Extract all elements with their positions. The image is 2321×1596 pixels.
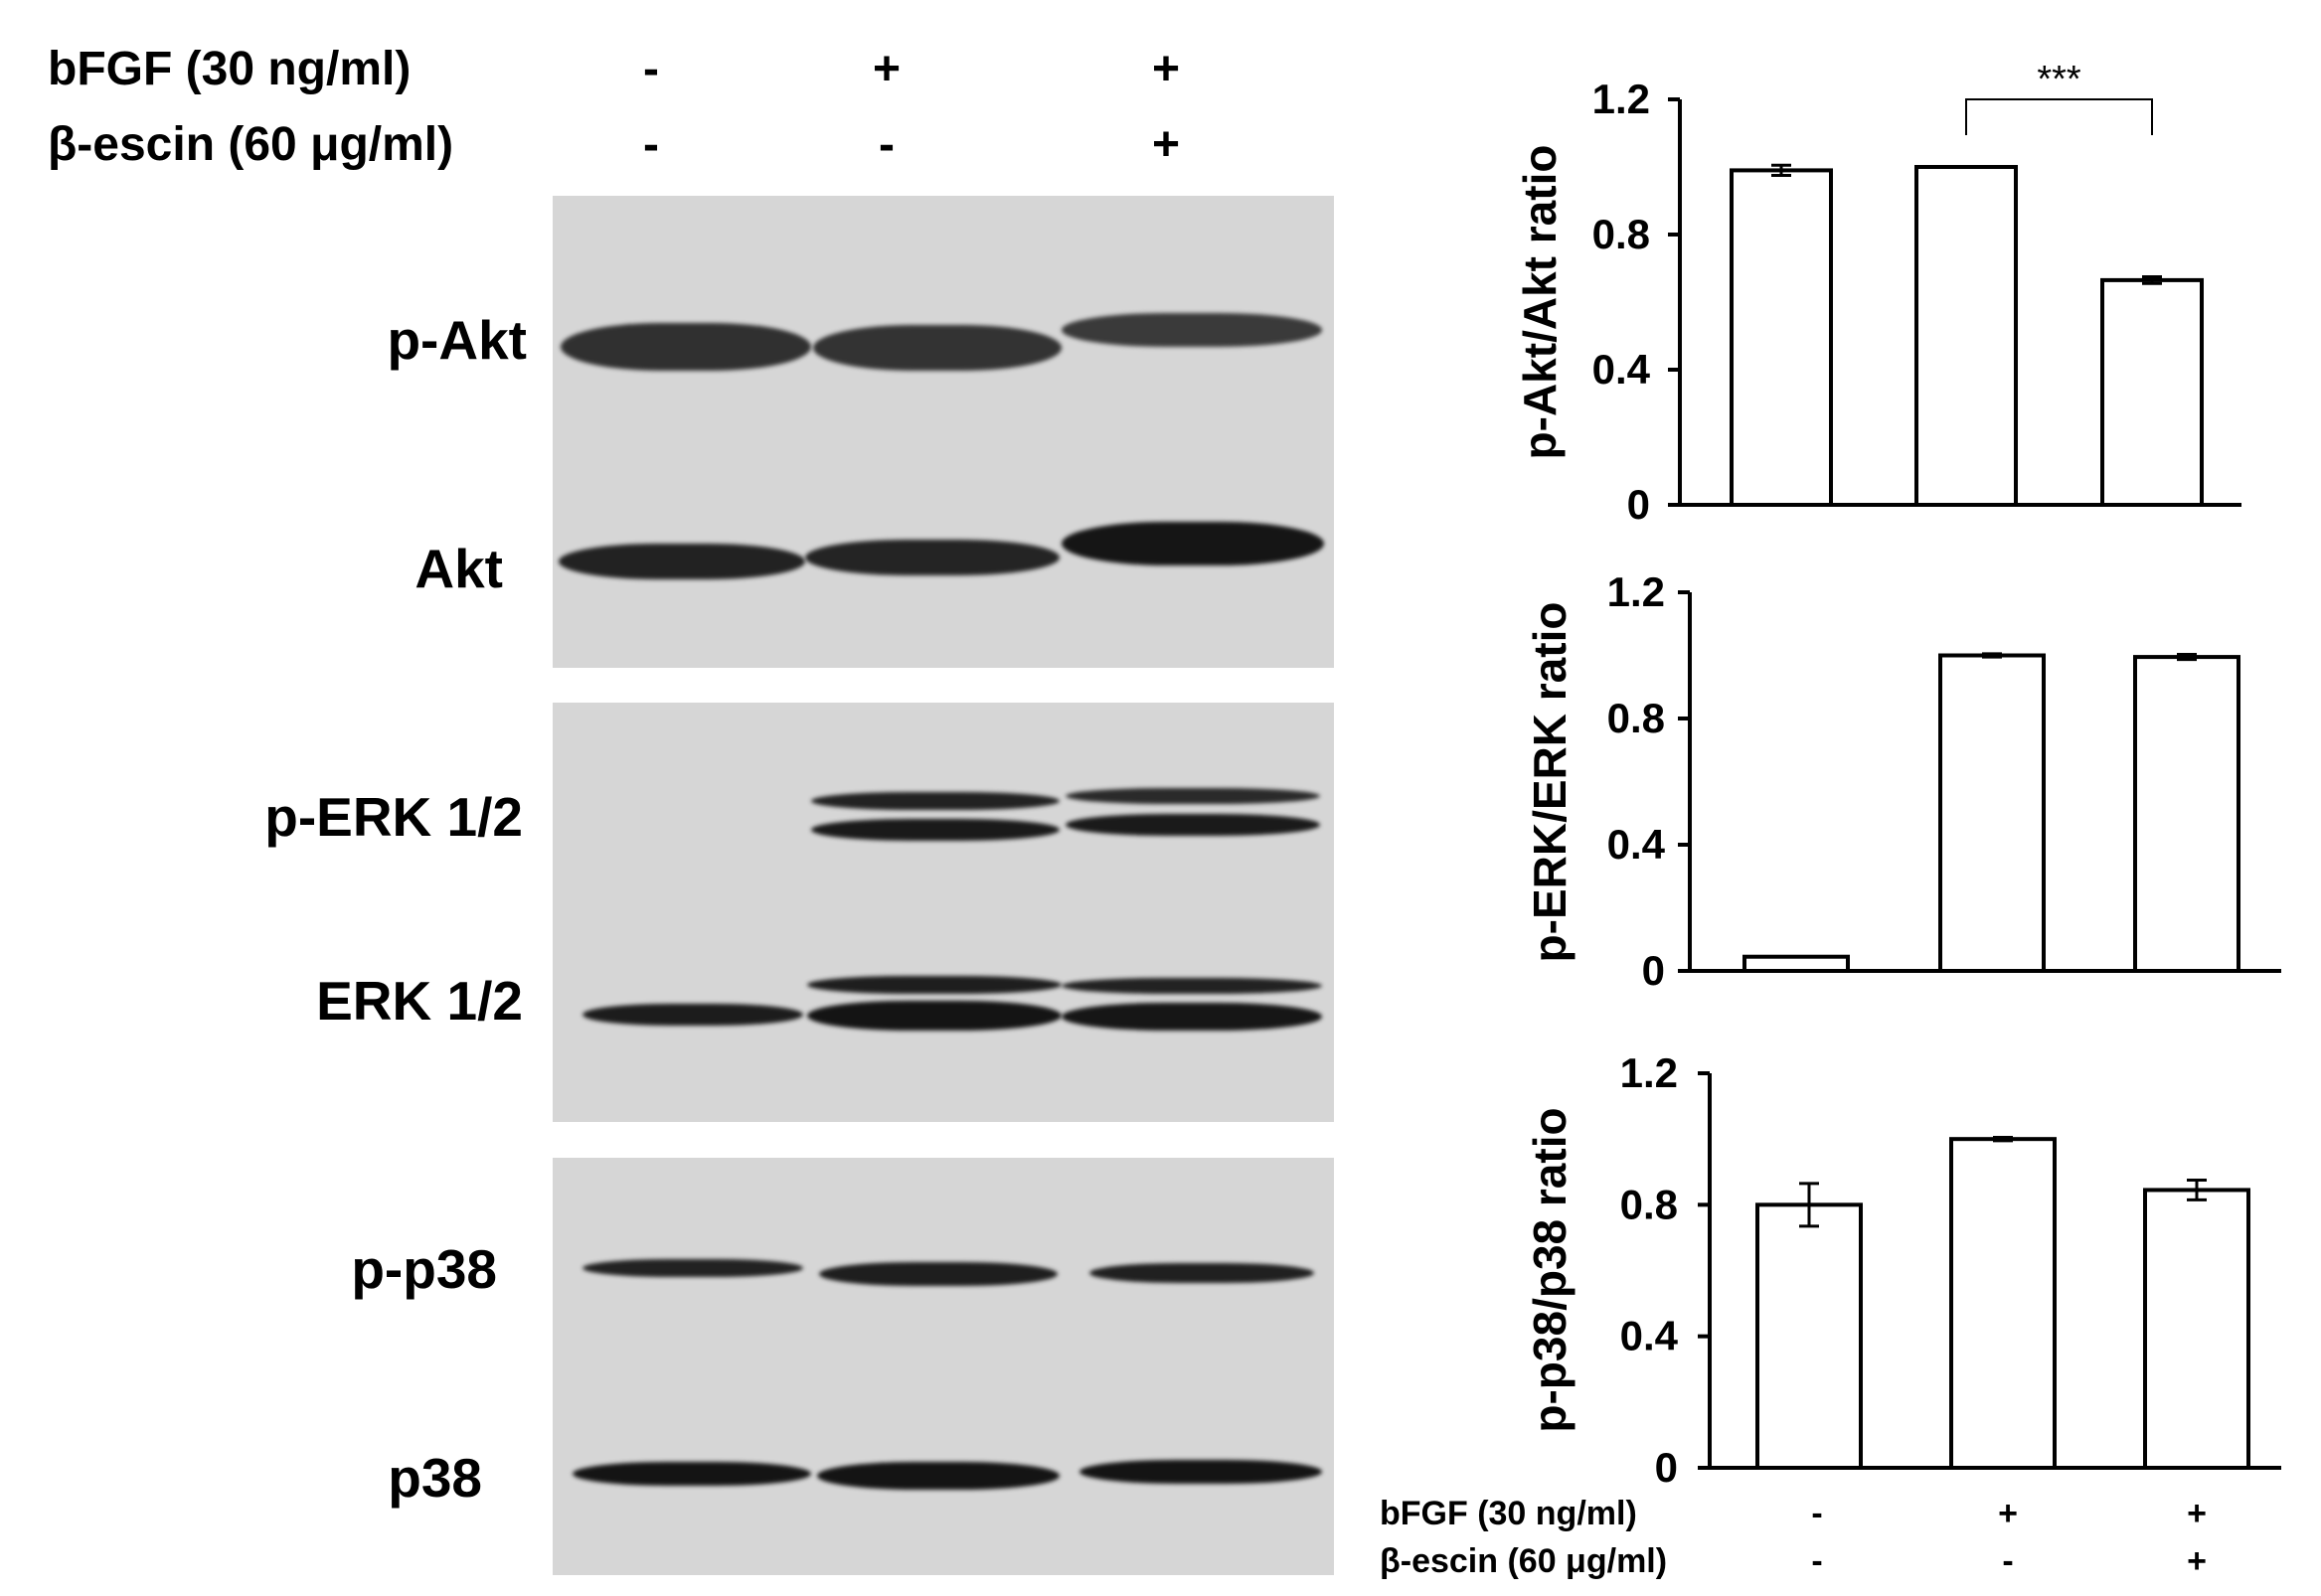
band-p38-lane2	[817, 1462, 1060, 1490]
band-p-p38-lane2	[819, 1262, 1058, 1286]
y-tick-label: 0.8	[1607, 695, 1665, 741]
significance-stars: ***	[2037, 59, 2081, 100]
y-tick-label: 0	[1642, 947, 1665, 994]
blot-label-p-akt: p-Akt	[387, 309, 527, 371]
footer-escin-sign-3: +	[2187, 1542, 2207, 1580]
band-p-erk-upper-lane3	[1066, 788, 1320, 804]
significance-bracket	[1965, 98, 2153, 135]
bar-1	[1755, 1202, 1863, 1471]
bfgf-header-label: bFGF (30 ng/ml)	[48, 43, 412, 95]
band-erk-lower-lane3	[1062, 1003, 1322, 1031]
blot-panel-p38	[553, 1158, 1334, 1575]
escin-sign-lane3: +	[1151, 118, 1181, 171]
band-p-p38-lane3	[1089, 1263, 1314, 1283]
bar-3	[2143, 1188, 2250, 1470]
y-tick-label: 0	[1655, 1444, 1678, 1491]
y-tick-label: 1.2	[1607, 568, 1665, 615]
footer-bfgf-sign-2: +	[1998, 1495, 2018, 1532]
band-p38-lane3	[1079, 1460, 1322, 1484]
band-akt-lane2	[805, 540, 1060, 575]
y-tick-label: 0.4	[1592, 346, 1651, 393]
footer-bfgf-sign-1: -	[1811, 1495, 1823, 1532]
blot-label-akt: Akt	[414, 538, 503, 599]
y-axis-label: p-ERK/ERK ratio	[1524, 602, 1575, 963]
escin-sign-lane1: -	[643, 118, 659, 171]
escin-header-label: β-escin (60 μg/ml)	[48, 118, 454, 171]
escin-sign-lane2: -	[879, 118, 895, 171]
footer-bfgf-sign-3: +	[2187, 1495, 2207, 1532]
bar-1	[1742, 954, 1850, 974]
band-p-akt-lane3	[1062, 313, 1322, 347]
y-axis-label: p-p38/p38 ratio	[1524, 1107, 1575, 1432]
band-erk-lower-lane1	[582, 1004, 803, 1026]
bfgf-sign-lane1: -	[643, 43, 659, 95]
footer-escin-sign-2: -	[2002, 1542, 2014, 1580]
band-p-akt-lane2	[813, 325, 1062, 371]
footer-escin-sign-1: -	[1811, 1542, 1823, 1580]
y-axis-label: p-Akt/Akt ratio	[1514, 145, 1566, 460]
bar-2	[1949, 1137, 2057, 1470]
y-tick-label: 0.4	[1620, 1313, 1679, 1359]
y-tick-label: 0.8	[1620, 1181, 1678, 1227]
y-tick-label: 0.8	[1592, 211, 1650, 257]
chart-1: 0 0.4 0.8 1.2 p-Akt/Akt ratio ***	[1514, 59, 2241, 528]
band-p-akt-lane1	[561, 323, 811, 371]
bar-2	[1914, 165, 2018, 507]
footer-escin-label: β-escin (60 μg/ml)	[1380, 1542, 1668, 1580]
band-erk-upper-lane2	[807, 976, 1062, 994]
y-tick-label: 1.2	[1592, 76, 1650, 122]
chart-2: 0 0.4 0.8 1.2 p-ERK/ERK ratio	[1524, 568, 2281, 994]
blot-panel-akt	[553, 196, 1334, 668]
bfgf-sign-lane2: +	[872, 43, 902, 95]
band-erk-upper-lane3	[1062, 978, 1322, 994]
y-tick-label: 0.4	[1607, 821, 1666, 868]
band-erk-lower-lane2	[807, 1001, 1062, 1031]
blot-label-p38: p38	[388, 1447, 482, 1509]
footer-bfgf-label: bFGF (30 ng/ml)	[1380, 1495, 1637, 1532]
band-p-erk-lower-lane3	[1066, 814, 1320, 836]
bfgf-sign-lane3: +	[1151, 43, 1181, 95]
band-akt-lane3	[1062, 522, 1324, 565]
band-p-erk-lower-lane2	[811, 819, 1060, 841]
bar-1	[1730, 168, 1833, 507]
bar-3	[2100, 277, 2204, 507]
band-p-p38-lane1	[582, 1259, 803, 1277]
band-p-erk-upper-lane2	[811, 792, 1060, 810]
blot-label-erk: ERK 1/2	[316, 970, 523, 1032]
blot-label-p-erk: p-ERK 1/2	[264, 786, 523, 848]
blot-panel-erk	[553, 703, 1334, 1122]
blot-label-p-p38: p-p38	[351, 1238, 497, 1300]
y-tick-label: 1.2	[1620, 1049, 1678, 1096]
y-tick-label: 0	[1627, 481, 1650, 528]
chart-3: 0 0.4 0.8 1.2 p-p38/p38 ratio	[1524, 1049, 2281, 1491]
band-akt-lane1	[559, 544, 805, 579]
bar-2	[1938, 653, 2046, 973]
bar-3	[2133, 655, 2240, 974]
band-p38-lane1	[573, 1462, 811, 1486]
